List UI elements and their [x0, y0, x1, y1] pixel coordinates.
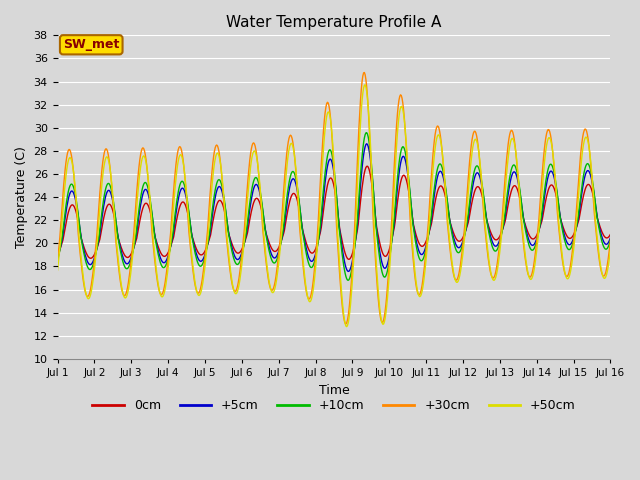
+5cm	[206, 231, 214, 237]
Line: +10cm: +10cm	[58, 132, 611, 280]
0cm	[419, 243, 427, 249]
+30cm	[54, 258, 61, 264]
+30cm	[360, 70, 368, 75]
Legend: 0cm, +5cm, +10cm, +30cm, +50cm: 0cm, +5cm, +10cm, +30cm, +50cm	[88, 395, 580, 418]
+5cm	[419, 251, 427, 257]
+5cm	[607, 235, 614, 240]
+30cm	[177, 144, 184, 150]
+30cm	[120, 293, 128, 299]
+50cm	[607, 247, 614, 252]
0cm	[177, 202, 184, 207]
Line: +5cm: +5cm	[58, 144, 611, 271]
0cm	[607, 231, 614, 237]
+5cm	[54, 256, 61, 262]
+10cm	[363, 130, 371, 135]
+5cm	[120, 258, 128, 264]
+10cm	[120, 263, 128, 269]
X-axis label: Time: Time	[319, 384, 349, 396]
+10cm	[607, 237, 614, 243]
+10cm	[177, 180, 184, 186]
+10cm	[419, 257, 427, 263]
+50cm	[206, 210, 214, 216]
+5cm	[403, 164, 410, 169]
+50cm	[403, 145, 410, 151]
0cm	[403, 178, 410, 184]
+30cm	[206, 195, 214, 201]
+10cm	[64, 193, 72, 199]
+50cm	[54, 267, 61, 273]
+5cm	[344, 268, 352, 274]
+50cm	[64, 162, 72, 168]
+10cm	[403, 158, 410, 164]
+50cm	[419, 285, 427, 290]
0cm	[120, 252, 128, 258]
0cm	[54, 252, 61, 258]
+50cm	[343, 324, 351, 330]
Text: SW_met: SW_met	[63, 38, 120, 51]
+30cm	[607, 237, 614, 243]
+5cm	[363, 141, 371, 147]
0cm	[64, 213, 72, 218]
Line: +30cm: +30cm	[58, 72, 611, 324]
+10cm	[344, 277, 352, 283]
Title: Water Temperature Profile A: Water Temperature Profile A	[227, 15, 442, 30]
0cm	[345, 256, 353, 262]
+50cm	[362, 82, 369, 88]
+50cm	[177, 152, 184, 157]
Line: 0cm: 0cm	[58, 166, 611, 259]
0cm	[206, 235, 214, 240]
+30cm	[419, 277, 427, 283]
+30cm	[64, 150, 72, 156]
+5cm	[64, 200, 72, 206]
Line: +50cm: +50cm	[58, 85, 611, 327]
+30cm	[342, 321, 349, 327]
+5cm	[177, 188, 184, 193]
+50cm	[120, 295, 128, 300]
Y-axis label: Temperature (C): Temperature (C)	[15, 146, 28, 248]
0cm	[364, 163, 371, 169]
+10cm	[54, 258, 61, 264]
+30cm	[403, 150, 410, 156]
+10cm	[206, 228, 214, 234]
